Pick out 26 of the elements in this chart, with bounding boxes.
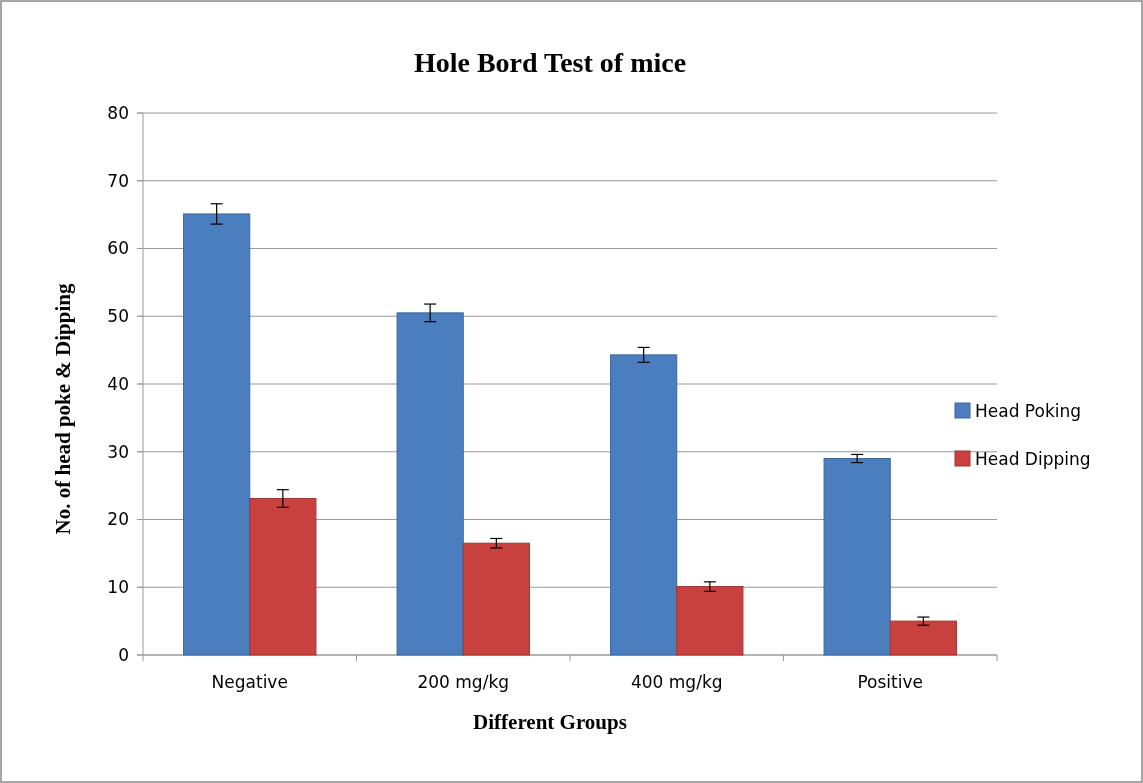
y-tick-label: 80 [107,102,129,123]
bar [610,354,678,656]
bar [396,312,464,656]
y-tick-label: 0 [118,644,129,665]
bar [676,586,744,656]
legend-label: Head Poking [975,400,1082,421]
x-tick-label: Negative [211,672,288,692]
y-tick-label: 10 [107,577,129,598]
y-tick-label: 50 [107,306,129,327]
bar [183,213,251,656]
x-tick-label: Positive [857,672,924,692]
x-axis-title: Different Groups [473,710,627,734]
bar [889,620,957,656]
y-tick-label: 60 [107,238,129,259]
y-tick-label: 20 [107,509,129,530]
bar [462,542,530,656]
y-tick-label: 30 [107,441,129,462]
chart-title: Hole Bord Test of mice [413,47,687,78]
y-tick-label: 40 [107,373,129,394]
x-tick-label: 400 mg/kg [630,672,723,692]
x-tick-label: 200 mg/kg [417,672,510,692]
y-tick-label: 70 [107,170,129,191]
bar [249,498,317,656]
legend-label: Head Dipping [975,448,1091,469]
bar [823,458,891,656]
y-axis-title: No. of head poke & Dipping [51,283,75,535]
